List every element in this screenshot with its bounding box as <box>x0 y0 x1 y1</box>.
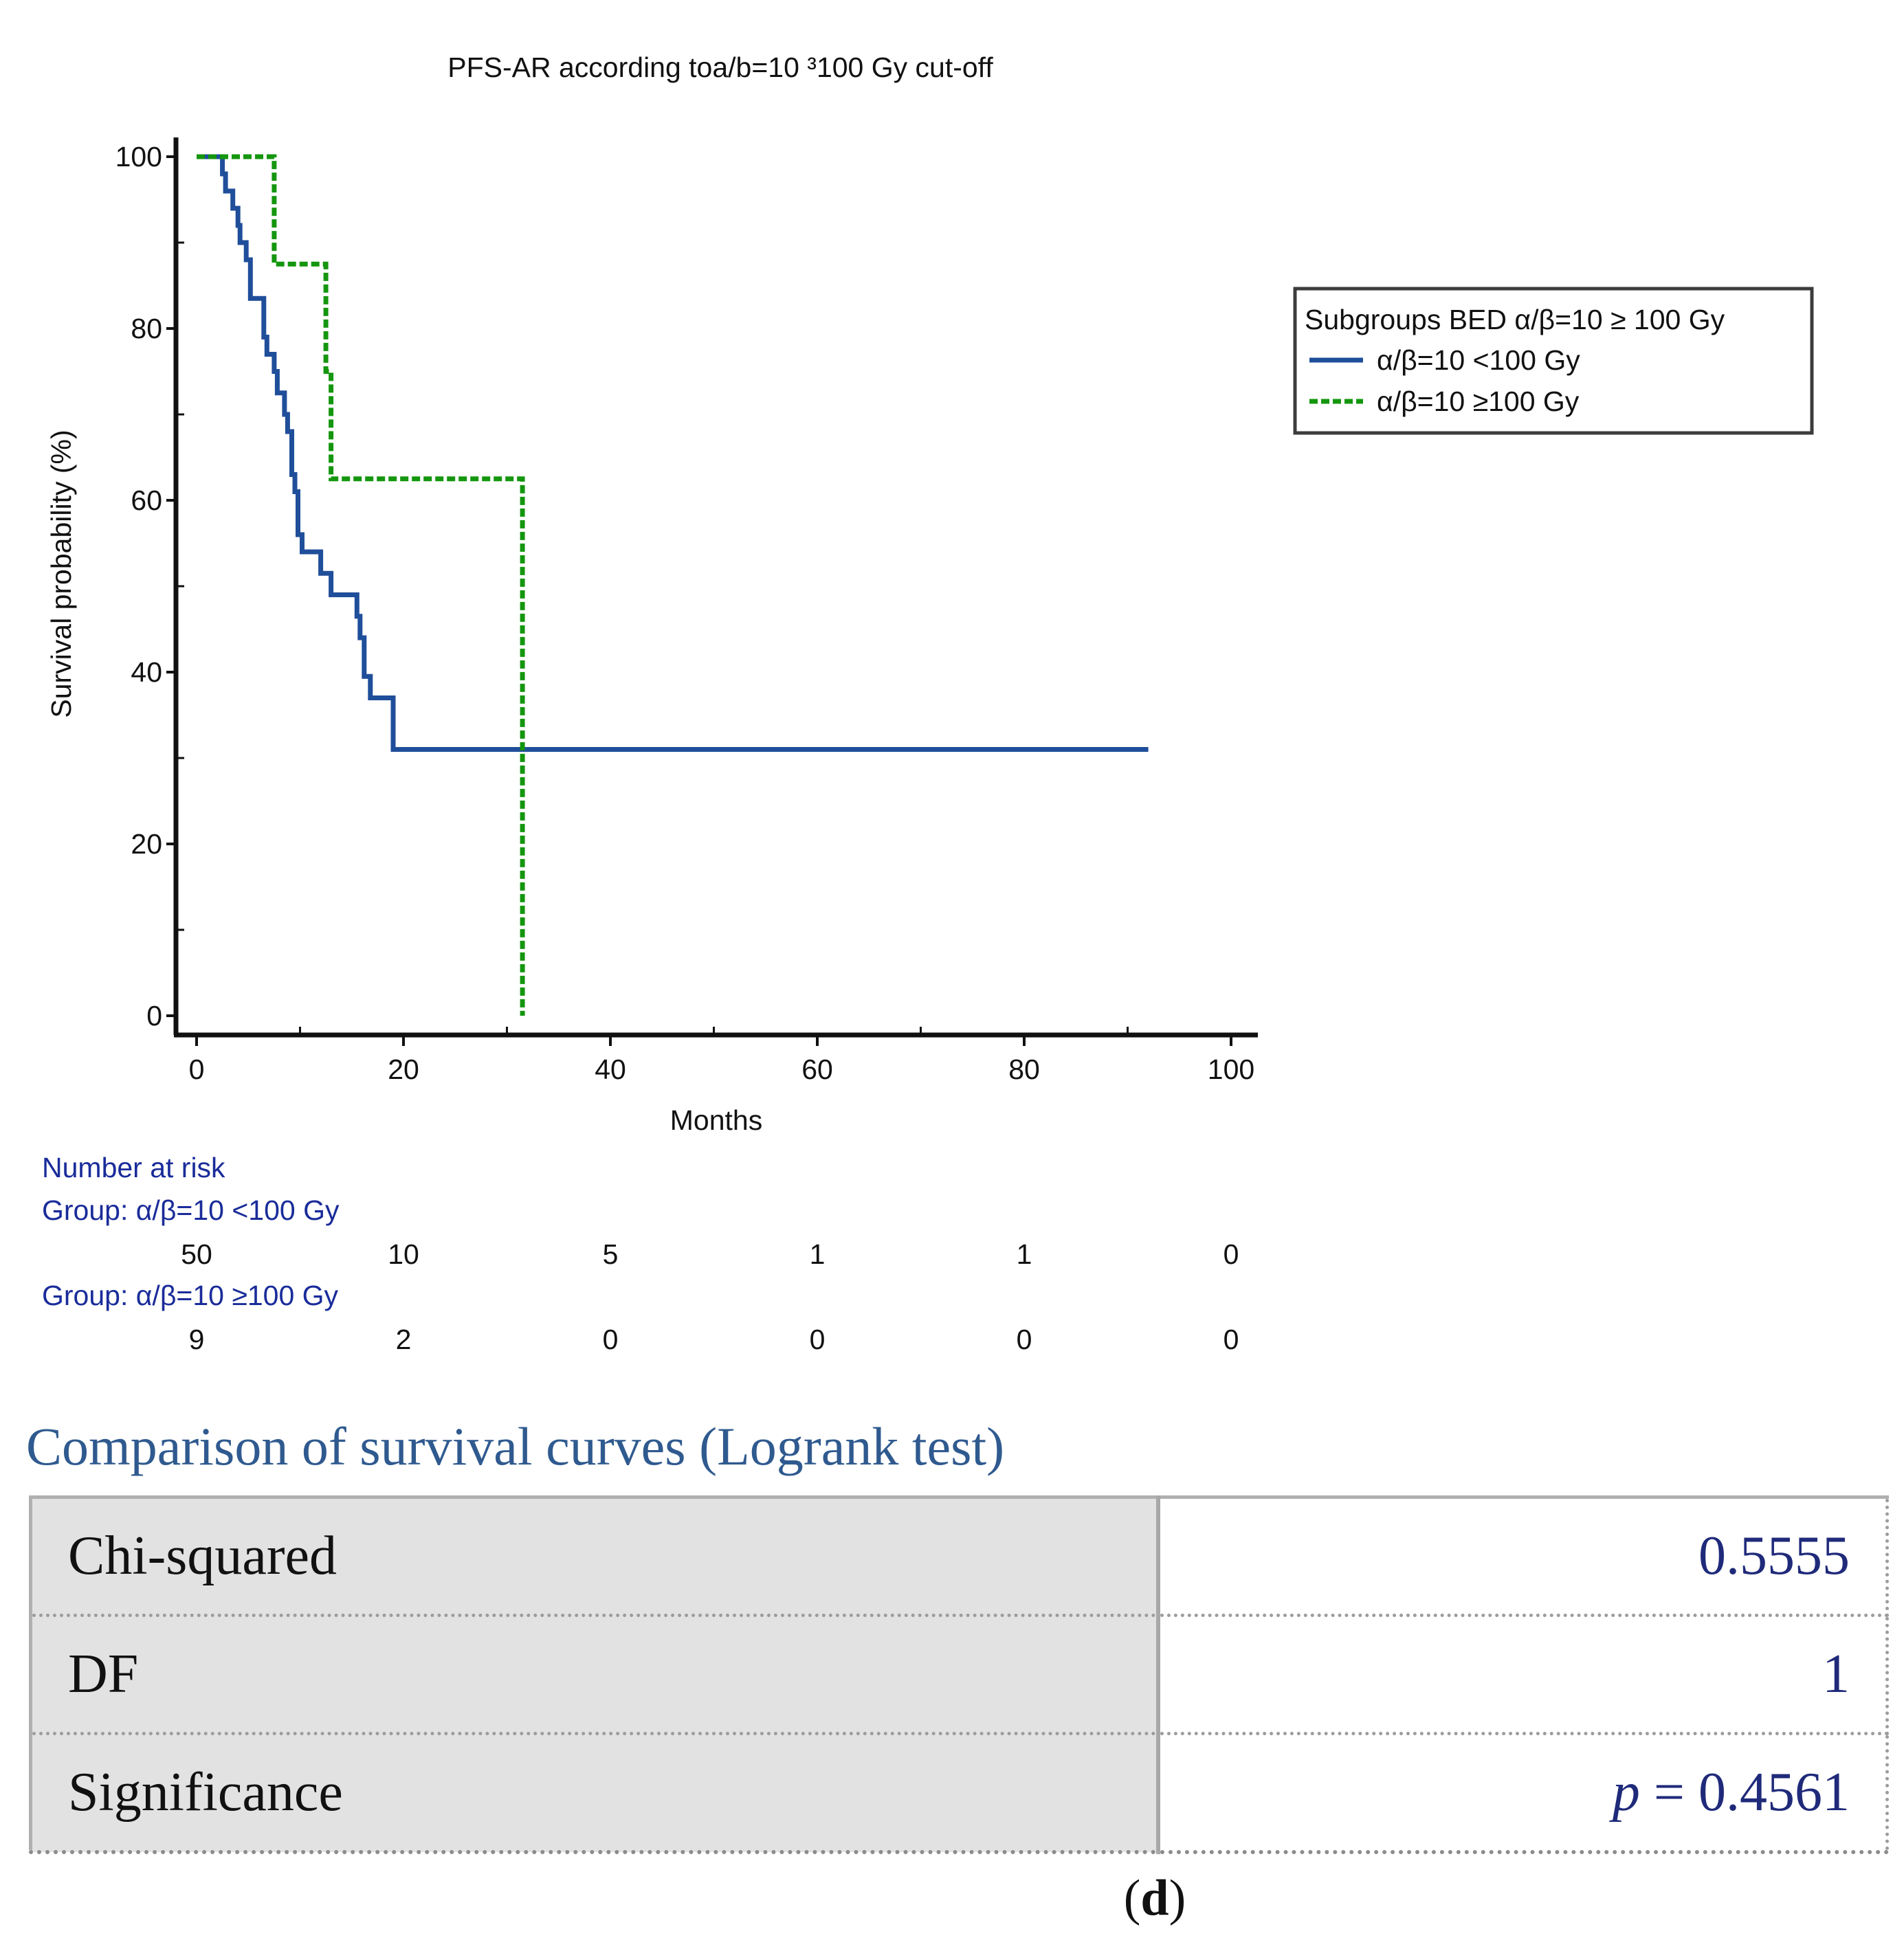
km-curve-series-1 <box>197 154 1149 752</box>
series-layer <box>197 154 1149 1016</box>
risk-count: 1 <box>810 1238 826 1270</box>
stats-number-chi-squared: 0.5555 <box>1698 1526 1850 1586</box>
stats-value-chi-squared: 0.5555 <box>1158 1495 1889 1617</box>
risk-count: 2 <box>396 1324 412 1355</box>
risk-row-group-1: 50 10 5 1 1 0 <box>181 1238 1239 1270</box>
y-axis-label: Survival probability (%) <box>45 430 77 717</box>
risk-row-group-2: 9 2 0 0 0 0 <box>189 1324 1239 1355</box>
x-tick-label: 0 <box>189 1054 205 1085</box>
stats-row-df: DF 1 <box>29 1615 1889 1735</box>
risk-count: 0 <box>603 1324 619 1355</box>
x-tick-label: 100 <box>1208 1054 1254 1085</box>
risk-group-1-label: Group: α/β=10 <100 Gy <box>42 1194 340 1226</box>
legend-box <box>1293 287 1814 435</box>
stats-label-chi-squared: Chi-squared <box>29 1495 1160 1617</box>
logrank-table: Chi-squared 0.5555 DF 1 Significance p =… <box>29 1495 1889 1854</box>
y-tick-label: 40 <box>131 656 162 688</box>
stats-row-chi-squared: Chi-squared 0.5555 <box>29 1495 1889 1617</box>
risk-title: Number at risk <box>42 1152 225 1183</box>
risk-count: 5 <box>603 1238 619 1270</box>
risk-count: 0 <box>810 1324 826 1355</box>
risk-count: 10 <box>388 1238 419 1270</box>
x-tick-label: 20 <box>388 1054 419 1085</box>
y-tick-label: 60 <box>131 485 162 516</box>
y-tick-label: 100 <box>115 141 162 172</box>
stats-value-df: 1 <box>1158 1615 1889 1735</box>
legend: Subgroups BED α/β=10 ≥ 100 Gy α/β=10 <10… <box>1293 287 1814 435</box>
axes: 0 20 40 60 80 100 0 20 40 60 80 100 <box>115 137 1258 1085</box>
x-axis-label: Months <box>670 1104 762 1136</box>
km-curve-series-2 <box>197 154 525 1016</box>
stats-number-significance: = 0.4561 <box>1639 1761 1850 1823</box>
number-at-risk: Number at risk Group: α/β=10 <100 Gy 50 1… <box>42 1152 1239 1355</box>
x-tick-label: 60 <box>801 1054 833 1085</box>
km-chart: PFS-AR according toa/b=10 ³100 Gy cut-of… <box>42 52 1814 1355</box>
risk-count: 9 <box>189 1324 205 1355</box>
caption-letter: d <box>1140 1870 1169 1926</box>
chart-title: PFS-AR according toa/b=10 ³100 Gy cut-of… <box>447 52 993 83</box>
stats-value-significance: p = 0.4561 <box>1158 1733 1889 1854</box>
y-tick-label: 0 <box>146 1000 162 1032</box>
y-tick-label: 20 <box>131 828 162 860</box>
stats-row-significance: Significance p = 0.4561 <box>29 1733 1889 1854</box>
legend-label-series-1: α/β=10 <100 Gy <box>1377 344 1580 376</box>
legend-title: Subgroups BED α/β=10 ≥ 100 Gy <box>1305 304 1725 335</box>
risk-count: 1 <box>1017 1238 1032 1270</box>
risk-count: 0 <box>1224 1324 1239 1355</box>
x-tick-label: 80 <box>1008 1054 1040 1085</box>
risk-count: 50 <box>181 1238 212 1270</box>
risk-count: 0 <box>1224 1238 1239 1270</box>
stats-title: Comparison of survival curves (Logrank t… <box>26 1416 1005 1476</box>
figure-caption: (d) <box>0 1869 1904 1928</box>
x-tick-label: 40 <box>595 1054 626 1085</box>
y-tick-label: 80 <box>131 313 162 344</box>
caption-close: ) <box>1169 1870 1186 1926</box>
stats-label-significance: Significance <box>29 1733 1160 1854</box>
stats-prefix-significance: p <box>1612 1761 1640 1823</box>
legend-label-series-2: α/β=10 ≥100 Gy <box>1377 386 1580 417</box>
risk-group-2-label: Group: α/β=10 ≥100 Gy <box>42 1280 339 1311</box>
risk-count: 0 <box>1017 1324 1032 1355</box>
caption-open: ( <box>1123 1870 1141 1926</box>
stats-number-df: 1 <box>1822 1644 1850 1704</box>
stats-label-df: DF <box>29 1615 1160 1735</box>
